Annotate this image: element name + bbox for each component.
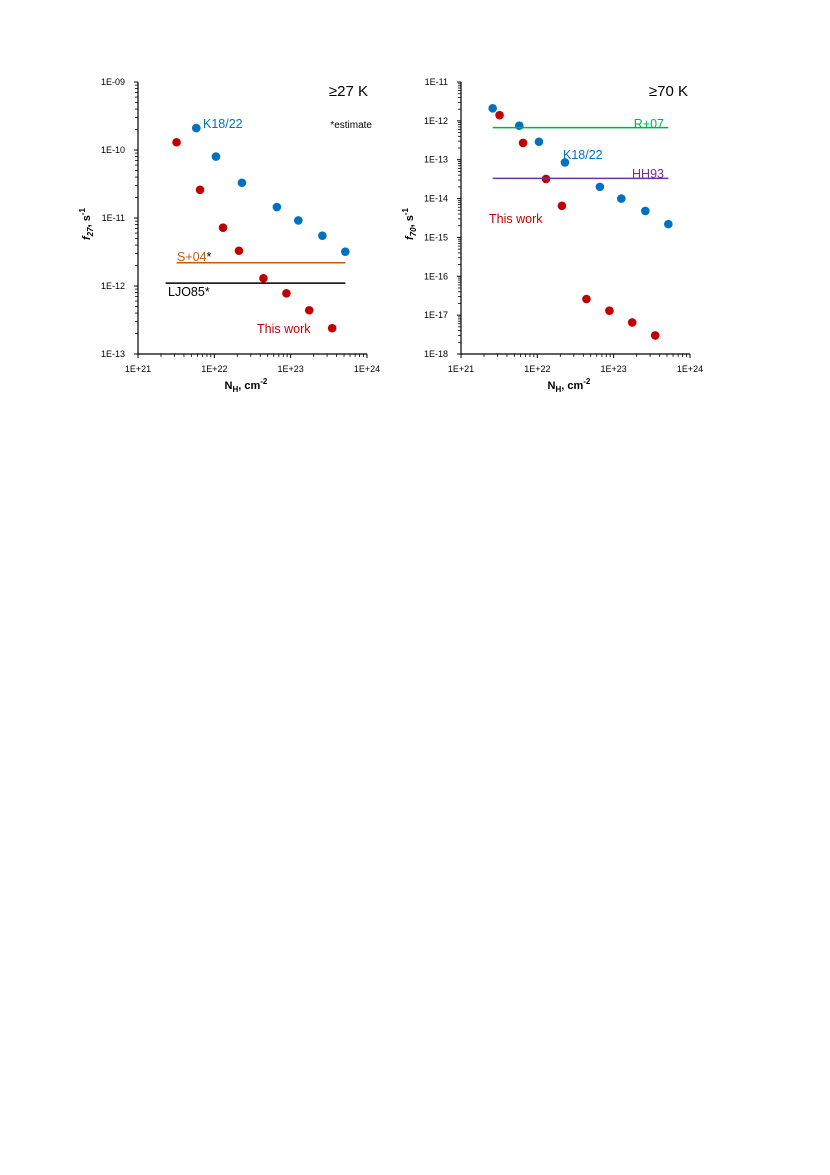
series-label-name: HH93 — [632, 167, 664, 181]
y-axis-label-sup: -1 — [401, 208, 410, 216]
data-point-k18-22 — [272, 202, 282, 212]
y-tick-label: 1E-17 — [424, 310, 448, 320]
data-point-this-work — [304, 305, 314, 315]
series-label: S+04* — [177, 250, 212, 264]
y-axis-label-sup: -1 — [78, 208, 87, 216]
data-point-k18-22 — [211, 152, 221, 161]
data-point-this-work — [259, 273, 268, 283]
y-axis-label-unit: , s — [81, 215, 93, 227]
data-point-this-work — [218, 223, 228, 233]
series-label: K18/22 — [563, 148, 603, 162]
x-axis-label-sub: H — [555, 385, 561, 394]
x-axis-label-unit: , cm — [561, 380, 583, 392]
series-label: This work — [489, 212, 543, 226]
data-point-k18-22 — [514, 121, 524, 131]
y-axis-label-main: f — [404, 235, 416, 240]
data-point-this-work — [282, 289, 291, 298]
data-point-k18-22 — [534, 137, 544, 147]
series-label-name: R+07 — [634, 117, 664, 131]
data-point-this-work — [172, 137, 181, 147]
y-tick-label: 1E-09 — [101, 77, 125, 87]
x-axis-label-sub: H — [232, 385, 238, 394]
data-point-k18-22 — [341, 247, 350, 256]
y-axis-label: f70, s-1 — [401, 208, 418, 240]
x-tick-label: 1E+24 — [354, 364, 380, 374]
data-point-k18-22 — [294, 216, 303, 225]
data-point-this-work — [582, 294, 591, 304]
y-tick-label: 1E-15 — [424, 232, 448, 242]
data-point-this-work — [627, 318, 637, 327]
x-tick-label: 1E+21 — [125, 364, 151, 374]
data-point-this-work — [557, 201, 567, 211]
chart-title: ≥27 K — [329, 83, 368, 100]
x-tick-label: 1E+23 — [278, 364, 304, 374]
x-tick-label: 1E+24 — [677, 364, 703, 374]
y-tick-label: 1E-11 — [425, 77, 448, 87]
series-label: R+07 — [634, 117, 664, 131]
y-axis-label: f27, s-1 — [78, 208, 95, 240]
x-tick-label: 1E+21 — [448, 364, 474, 374]
y-tick-label: 1E-14 — [424, 194, 448, 204]
x-axis-label-unit: , cm — [238, 380, 260, 392]
series-label: K18/22 — [203, 117, 243, 131]
x-axis-label: NH, cm-2 — [548, 377, 591, 394]
x-axis-label-main: N — [225, 380, 233, 392]
series-label: LJO85* — [168, 285, 210, 299]
data-point-this-work — [195, 185, 205, 195]
y-axis-label-sub: 27 — [86, 227, 95, 237]
data-point-k18-22 — [488, 104, 497, 113]
x-tick-label: 1E+23 — [601, 364, 627, 374]
data-point-k18-22 — [595, 182, 605, 192]
estimate-note: *estimate — [330, 120, 372, 131]
series-label-suffix: * — [205, 285, 210, 299]
series-label: HH93 — [632, 167, 664, 181]
y-tick-label: 1E-13 — [424, 155, 448, 165]
x-axis-label: NH, cm-2 — [225, 377, 268, 394]
data-point-this-work — [495, 110, 504, 120]
chart-left-27K: 1E-13 1E-12 1E-11 1E-10 1E-09 1E+21 1E+22 1E+23… — [78, 77, 380, 394]
data-point-k18-22 — [318, 231, 327, 240]
data-point-k18-22 — [617, 194, 626, 203]
x-axis-label-sup: -2 — [260, 377, 268, 386]
data-point-this-work — [650, 331, 660, 340]
y-tick-label: 1E-12 — [424, 116, 448, 126]
y-tick-label: 1E-11 — [102, 213, 125, 223]
chart-right-70K: 1E-18 1E-17 1E-16 1E-15 1E-14 1E-13 1E-12 1E-11… — [401, 77, 703, 394]
x-tick-label: 1E+22 — [524, 364, 550, 374]
series-label-suffix: * — [207, 250, 212, 264]
series-label-name: LJO85 — [168, 285, 205, 299]
series-label-name: K18/22 — [563, 148, 603, 162]
x-tick-label: 1E+22 — [201, 364, 227, 374]
y-axis-label-sub: 70 — [409, 227, 418, 236]
y-tick-label: 1E-16 — [424, 271, 448, 281]
series-label-name: K18/22 — [203, 117, 243, 131]
y-axis-label-main: f — [81, 235, 93, 240]
y-tick-label: 1E-10 — [101, 145, 125, 155]
series-label: This work — [257, 322, 311, 336]
chart-title: ≥70 K — [649, 83, 688, 100]
data-point-this-work — [518, 138, 528, 148]
data-point-k18-22 — [664, 219, 673, 229]
series-label-name: S+04 — [177, 250, 207, 264]
x-axis-label-main: N — [548, 380, 556, 392]
y-tick-label: 1E-12 — [101, 281, 125, 291]
series-label-name: This work — [489, 212, 543, 226]
series-label-name: This work — [257, 322, 311, 336]
data-point-k18-22 — [560, 158, 570, 167]
data-point-k18-22 — [237, 178, 247, 188]
y-axis-label-unit: , s — [404, 215, 416, 227]
y-tick-label: 1E-13 — [101, 349, 125, 359]
y-tick-label: 1E-18 — [424, 349, 448, 359]
data-point-k18-22 — [191, 123, 201, 133]
data-point-this-work — [234, 246, 244, 256]
x-axis-label-sup: -2 — [583, 377, 591, 386]
data-point-this-work — [327, 323, 337, 333]
data-point-k18-22 — [641, 206, 650, 216]
data-point-this-work — [605, 306, 614, 316]
